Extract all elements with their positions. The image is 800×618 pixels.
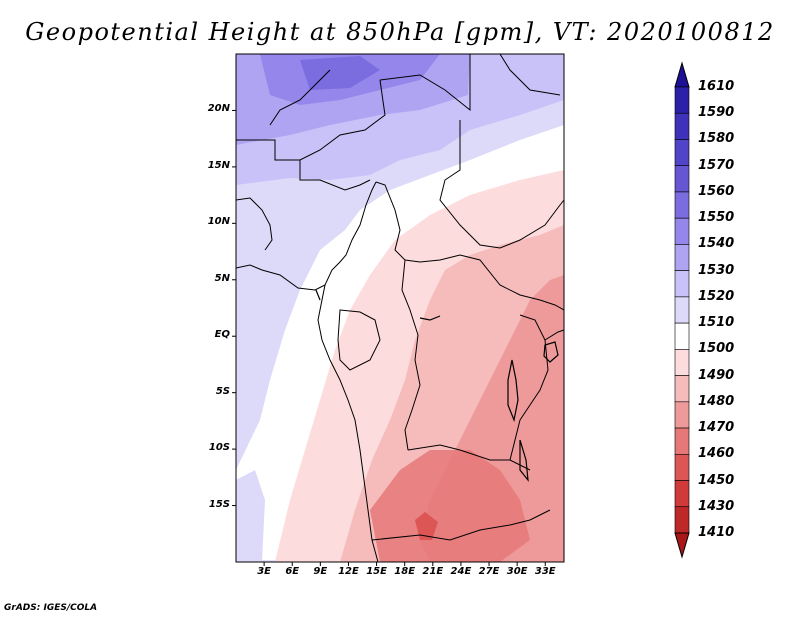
lat-label: 10N bbox=[207, 216, 230, 228]
colorbar-swatch bbox=[674, 401, 690, 429]
colorbar-label: 1570 bbox=[698, 157, 735, 173]
lon-label: 24E bbox=[450, 566, 472, 577]
colorbar-swatch bbox=[674, 86, 690, 114]
lon-label: 30E bbox=[506, 566, 528, 577]
colorbar-label: 1470 bbox=[698, 420, 735, 436]
colorbar-label: 1610 bbox=[698, 79, 735, 94]
colorbar-swatch bbox=[674, 453, 690, 481]
colorbar-swatch bbox=[674, 139, 690, 167]
colorbar-swatch bbox=[674, 480, 690, 508]
lat-label: 20N bbox=[207, 103, 230, 115]
lakes bbox=[315, 289, 559, 482]
lat-label: 5N bbox=[214, 272, 230, 284]
lon-label: 9E bbox=[313, 566, 328, 577]
lon-label: 12E bbox=[338, 566, 359, 577]
colorbar-label: 1510 bbox=[698, 315, 735, 331]
colorbar-swatch bbox=[674, 349, 690, 376]
grads-credit: GrADS: IGES/COLA bbox=[4, 603, 98, 613]
colorbar-swatch bbox=[674, 217, 690, 245]
lon-label: 18E bbox=[394, 566, 416, 577]
lon-label: 6E bbox=[285, 566, 300, 577]
colorbar-swatch bbox=[674, 296, 690, 324]
colorbar-label: 1550 bbox=[698, 210, 735, 226]
colorbar-label: 1500 bbox=[698, 341, 735, 357]
coastlines bbox=[236, 54, 564, 562]
colorbar-label: 1410 bbox=[698, 525, 735, 540]
lon-label: 3E bbox=[257, 566, 271, 577]
lat-label: EQ bbox=[214, 329, 230, 341]
colorbar-label: 1460 bbox=[698, 446, 735, 462]
lon-label: 21E bbox=[422, 566, 444, 577]
colorbar bbox=[674, 61, 690, 559]
lat-label: 15N bbox=[207, 159, 230, 171]
lat-label: 15S bbox=[208, 498, 230, 510]
colorbar-swatch bbox=[674, 375, 690, 403]
lon-label: 27E bbox=[478, 566, 500, 577]
colorbar-swatch bbox=[674, 165, 690, 193]
shaded-field bbox=[236, 54, 564, 562]
colorbar-label: 1520 bbox=[698, 288, 735, 304]
latitude-ticks bbox=[232, 109, 236, 507]
colorbar-swatch bbox=[674, 244, 690, 271]
colorbar-top-arrow bbox=[674, 61, 690, 88]
colorbar-label: 1540 bbox=[698, 236, 735, 252]
lon-label: 15E bbox=[366, 566, 387, 577]
lat-label: 5S bbox=[215, 385, 230, 397]
colorbar-label: 1590 bbox=[698, 105, 735, 121]
colorbar-label: 1490 bbox=[698, 367, 735, 383]
map-frame bbox=[235, 53, 565, 563]
longitude-ticks bbox=[263, 562, 546, 566]
colorbar-swatch bbox=[674, 322, 690, 350]
colorbar-swatch bbox=[674, 191, 690, 219]
colorbar-swatch bbox=[674, 270, 690, 298]
colorbar-label: 1580 bbox=[698, 131, 735, 147]
plot-title: Geopotential Height at 850hPa [gpm], VT:… bbox=[25, 18, 775, 46]
colorbar-label: 1530 bbox=[698, 262, 735, 278]
lat-label: 10S bbox=[208, 442, 230, 454]
colorbar-swatch bbox=[674, 112, 690, 140]
colorbar-label: 1560 bbox=[698, 183, 735, 199]
colorbar-swatch bbox=[674, 427, 690, 455]
colorbar-swatch bbox=[674, 506, 690, 534]
colorbar-bottom-arrow bbox=[674, 532, 690, 559]
colorbar-label: 1450 bbox=[698, 472, 735, 488]
colorbar-label: 1480 bbox=[698, 393, 735, 409]
lon-label: 33E bbox=[534, 566, 556, 577]
colorbar-label: 1430 bbox=[698, 498, 735, 514]
